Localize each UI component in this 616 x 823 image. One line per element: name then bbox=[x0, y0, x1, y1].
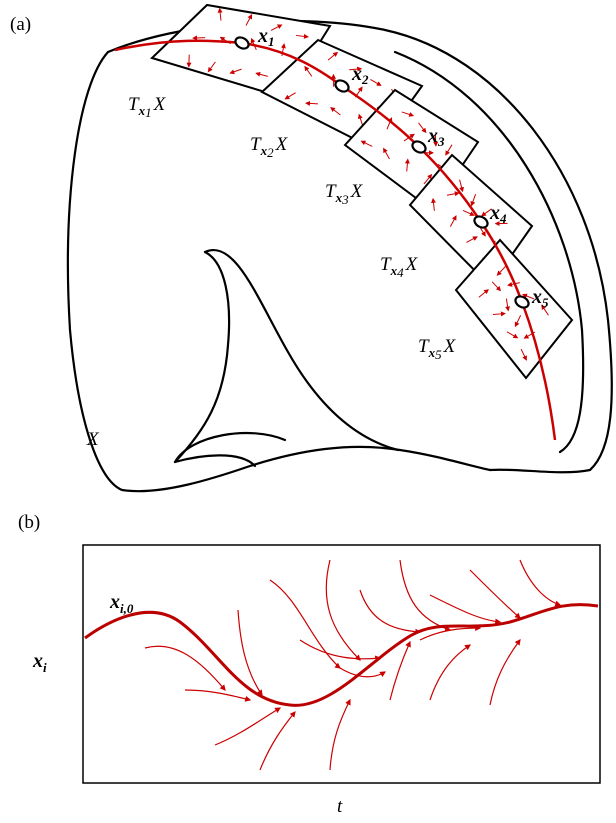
flow-line bbox=[470, 570, 520, 618]
flow-line bbox=[430, 645, 470, 700]
x-axis-label: t bbox=[337, 796, 343, 817]
trajectory bbox=[85, 605, 598, 706]
manifold-label: X bbox=[86, 429, 100, 450]
vector-arrow bbox=[306, 103, 318, 104]
flow-line bbox=[330, 700, 350, 770]
figure: (a) X x1Tx1Xx2Tx2Xx3Tx3Xx4Tx4Xx5Tx5X (b)… bbox=[0, 0, 616, 823]
flow-line bbox=[490, 640, 520, 705]
flow-line bbox=[326, 560, 360, 660]
flow-lines bbox=[145, 560, 560, 770]
flow-line bbox=[260, 712, 295, 770]
plot-frame bbox=[83, 545, 600, 783]
panel-label: (b) bbox=[18, 512, 40, 533]
flow-line bbox=[300, 640, 380, 659]
flow-line bbox=[360, 590, 420, 632]
flow-line bbox=[215, 708, 280, 745]
initial-state: xi,0 bbox=[109, 591, 134, 616]
flow-line bbox=[390, 642, 410, 700]
flow-line bbox=[270, 580, 385, 677]
y-axis-label: xi bbox=[32, 650, 47, 675]
flow-line bbox=[185, 690, 250, 700]
flow-line bbox=[520, 560, 560, 605]
flow-line bbox=[400, 560, 450, 630]
point-label: x5 bbox=[531, 286, 549, 310]
panel-label: (a) bbox=[10, 14, 31, 35]
flow-line bbox=[430, 595, 500, 622]
